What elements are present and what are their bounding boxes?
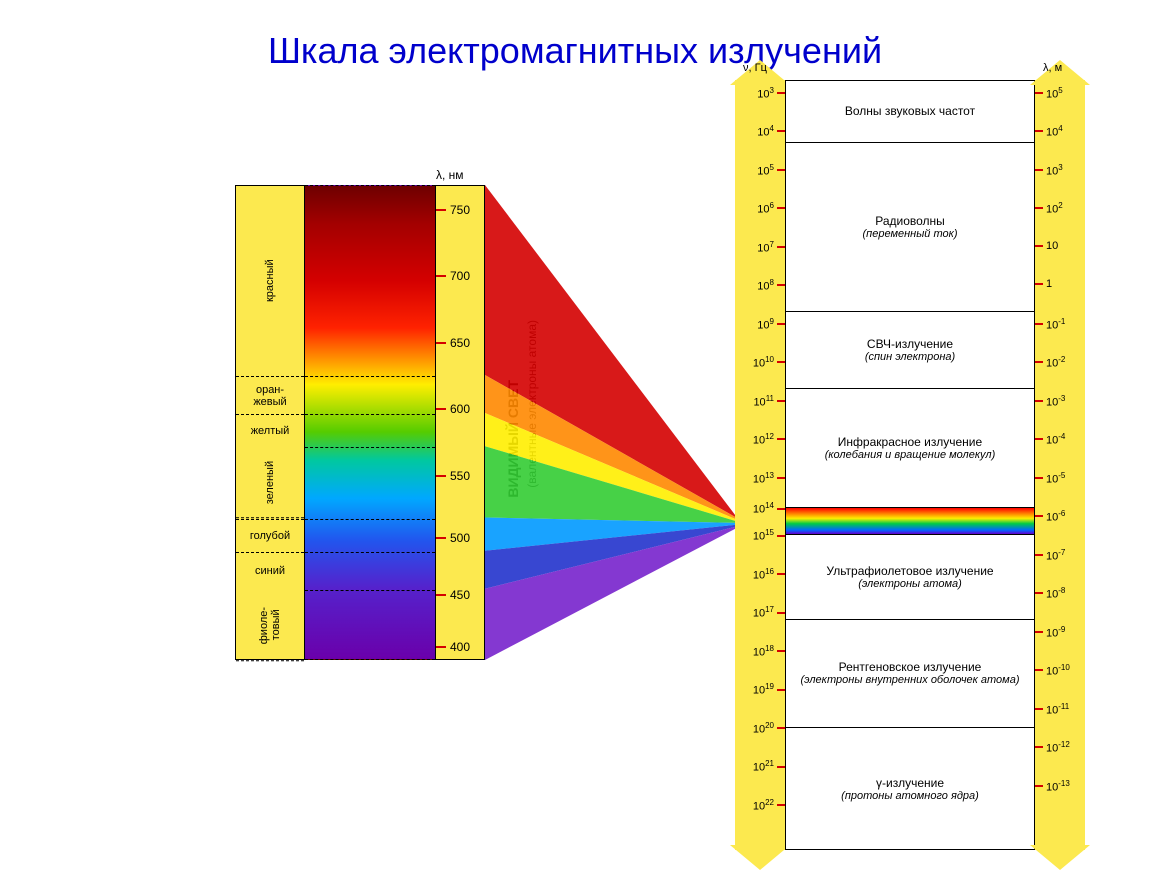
freq-tick: 1021: [753, 759, 785, 774]
nm-tick: 550: [436, 469, 470, 483]
band-divider: [305, 447, 435, 448]
nm-tick: 750: [436, 203, 470, 217]
freq-tick: 1020: [753, 721, 785, 736]
freq-tick: 106: [757, 201, 785, 216]
band-divider: [305, 552, 435, 553]
wave-tick: 10-7: [1035, 548, 1065, 563]
freq-tick: 105: [757, 163, 785, 178]
color-band-4: голубой: [236, 519, 304, 552]
em-band-3: Инфракрасное излучение(колебания и враще…: [786, 388, 1034, 507]
wave-tick: 10-12: [1035, 740, 1070, 755]
wave-tick: 105: [1035, 86, 1063, 101]
band-divider: [305, 376, 435, 377]
freq-tick: 1013: [753, 471, 785, 486]
color-band-0: красный: [236, 186, 304, 376]
em-band-6: γ-излучение(протоны атомного ядра): [786, 727, 1034, 850]
freq-tick: 1011: [753, 394, 785, 409]
nm-tick: 700: [436, 269, 470, 283]
freq-tick: 1018: [753, 644, 785, 659]
em-band-5: Рентгеновское излучение(электроны внутре…: [786, 619, 1034, 727]
freq-tick: 1012: [753, 432, 785, 447]
wave-tick: 10-13: [1035, 779, 1070, 794]
freq-tick: 1015: [753, 528, 785, 543]
freq-tick: 1010: [753, 355, 785, 370]
freq-tick: 1017: [753, 605, 785, 620]
band-divider: [305, 519, 435, 520]
frequency-arrow: ν, Гц 1031041051061071081091010101110121…: [735, 80, 785, 850]
wave-tick: 10-8: [1035, 586, 1065, 601]
color-names-column: красныйоран- жевыйжелтыйзеленыйголубойси…: [235, 185, 305, 660]
wave-tick: 10-4: [1035, 432, 1065, 447]
wavelength-arrow: λ, м 10510410310210110-110-210-310-410-5…: [1035, 80, 1085, 850]
freq-tick: 103: [757, 86, 785, 101]
freq-tick: 109: [757, 317, 785, 332]
color-band-3: зеленый: [236, 447, 304, 518]
wave-tick: 10-9: [1035, 625, 1065, 640]
wave-tick: 10-2: [1035, 355, 1065, 370]
color-band-5: синий: [236, 552, 304, 590]
em-band-4: Ультрафиолетовое излучение(электроны ато…: [786, 534, 1034, 619]
nm-tick: 500: [436, 531, 470, 545]
color-band-2: желтый: [236, 414, 304, 447]
freq-tick: 1016: [753, 567, 785, 582]
nm-tick: 650: [436, 336, 470, 350]
band-divider: [305, 590, 435, 591]
nm-scale-column: λ, нм 750700650600550500450400: [435, 185, 485, 660]
visible-gradient: [305, 185, 435, 660]
wave-tick: 102: [1035, 201, 1063, 216]
arrow-down-icon: [730, 845, 790, 870]
em-band-1: Радиоволны(переменный ток): [786, 142, 1034, 311]
freq-tick: 1022: [753, 798, 785, 813]
freq-unit-label: ν, Гц: [743, 62, 767, 74]
color-band-1: оран- жевый: [236, 376, 304, 414]
full-spectrum-block: ν, Гц 1031041051061071081091010101110121…: [735, 80, 1085, 850]
band-divider: [305, 414, 435, 415]
wave-tick: 10: [1035, 240, 1058, 252]
em-bands-column: Волны звуковых частотРадиоволны(переменн…: [785, 80, 1035, 850]
visible-band-strip: [786, 507, 1034, 534]
nm-tick: 600: [436, 402, 470, 416]
wave-tick: 103: [1035, 163, 1063, 178]
nm-tick: 450: [436, 588, 470, 602]
wave-tick: 10-5: [1035, 471, 1065, 486]
wave-tick: 10-10: [1035, 663, 1070, 678]
wave-tick: 10-6: [1035, 509, 1065, 524]
wave-tick: 10-3: [1035, 394, 1065, 409]
spectrum-fan-connector: [485, 185, 735, 660]
freq-tick: 1019: [753, 682, 785, 697]
wave-tick: 10-11: [1035, 702, 1069, 717]
freq-tick: 104: [757, 124, 785, 139]
freq-tick: 1014: [753, 501, 785, 516]
wave-tick: 10-1: [1035, 317, 1065, 332]
nm-unit-label: λ, нм: [436, 168, 464, 182]
freq-tick: 107: [757, 240, 785, 255]
color-band-6: фиоле- товый: [236, 590, 304, 661]
wave-unit-label: λ, м: [1043, 62, 1062, 74]
wave-tick: 1: [1035, 278, 1052, 290]
em-band-0: Волны звуковых частот: [786, 80, 1034, 142]
nm-tick: 400: [436, 640, 470, 654]
visible-light-label: ВИДИМЫЙ СВЕТ: [505, 380, 521, 498]
em-band-2: СВЧ-излучение(спин электрона): [786, 311, 1034, 388]
freq-tick: 108: [757, 278, 785, 293]
page-title: Шкала электромагнитных излучений: [0, 30, 1150, 72]
visible-light-sublabel: (валентные электроны атома): [525, 320, 539, 488]
wave-tick: 104: [1035, 124, 1063, 139]
visible-spectrum-block: красныйоран- жевыйжелтыйзеленыйголубойси…: [235, 185, 485, 660]
arrow-down-icon: [1030, 845, 1090, 870]
